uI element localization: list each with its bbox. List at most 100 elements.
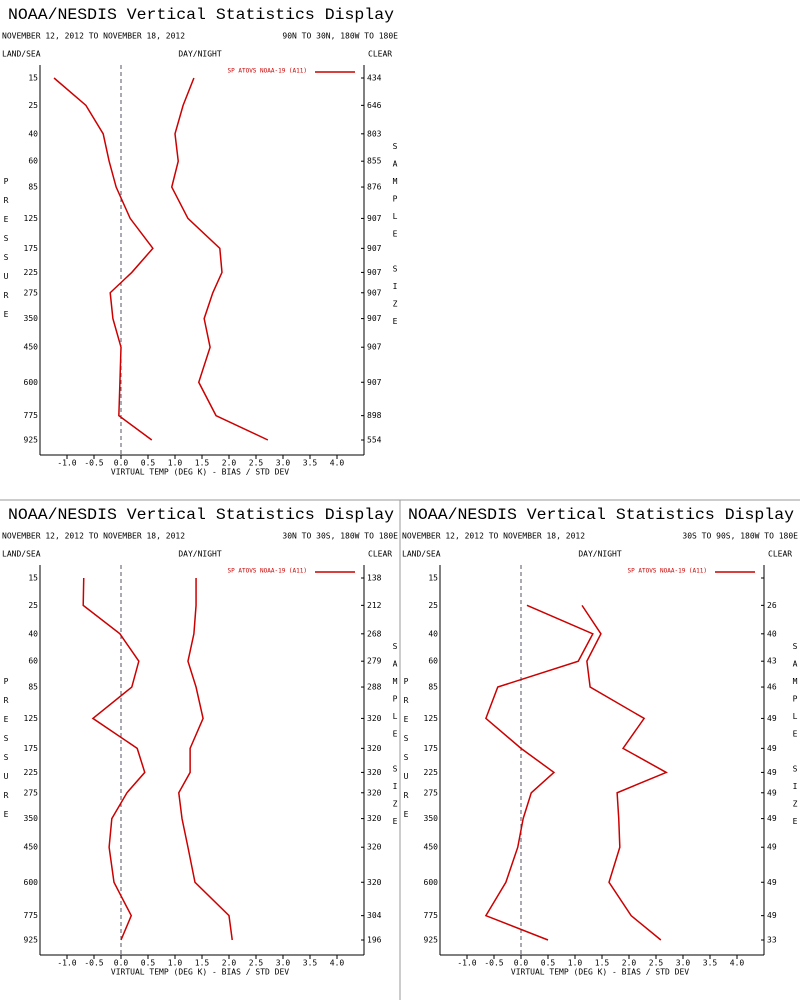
y-tick-label: 925: [424, 936, 439, 945]
sample-size: 49: [767, 878, 777, 887]
x-tick-label: 0.5: [141, 959, 156, 968]
clear: CLEAR: [368, 50, 392, 59]
y-tick-label: 15: [28, 574, 38, 583]
x-tick-label: 2.0: [222, 459, 237, 468]
y-tick-label: 775: [24, 911, 39, 920]
y-tick-label: 775: [24, 411, 39, 420]
sample-size: 304: [367, 911, 382, 920]
y-tick-label: 350: [24, 814, 39, 823]
y-tick-label: 600: [24, 378, 39, 387]
y-tick-label: 225: [24, 268, 39, 277]
y-tick-label: 40: [28, 129, 38, 138]
x-tick-label: 3.0: [276, 959, 291, 968]
x-tick-label: 1.0: [168, 959, 183, 968]
y-axis-label: PRESSURE: [402, 677, 411, 829]
legend-label: SP ATOVS NOAA-19 (A11): [228, 68, 307, 75]
sample-size: 33: [767, 936, 777, 945]
x-tick-label: 3.5: [703, 959, 718, 968]
profile-line: [178, 578, 233, 941]
region: 90N TO 30N, 180W TO 180E: [282, 32, 398, 41]
panel: NOAA/NESDIS Vertical Statistics Display N…: [402, 506, 800, 976]
x-tick-label: -1.0: [457, 959, 476, 968]
sample-size: 49: [767, 768, 777, 777]
x-axis-label: VIRTUAL TEMP (DEG K) - BIAS / STD DEV: [111, 968, 289, 977]
sample-size: 49: [767, 744, 777, 753]
sample-size: 907: [367, 314, 382, 323]
sample-size: 898: [367, 411, 382, 420]
y-tick-label: 125: [24, 214, 39, 223]
y-tick-label: 15: [28, 74, 38, 83]
x-tick-label: 3.0: [676, 959, 691, 968]
x-axis-label: VIRTUAL TEMP (DEG K) - BIAS / STD DEV: [511, 968, 689, 977]
profile-line: [581, 604, 668, 941]
y-tick-label: 925: [24, 436, 39, 445]
x-tick-label: 0.5: [141, 459, 156, 468]
x-tick-label: 0.5: [541, 959, 556, 968]
x-tick-label: 0.0: [114, 459, 129, 468]
y-tick-label: 85: [28, 683, 38, 692]
x-tick-label: 1.0: [568, 959, 583, 968]
y-tick-label: 125: [424, 714, 439, 723]
x-tick-label: 2.0: [222, 959, 237, 968]
x-tick-label: 2.5: [649, 959, 664, 968]
y-tick-label: 350: [24, 314, 39, 323]
panel-title: NOAA/NESDIS Vertical Statistics Display: [8, 506, 394, 524]
sample-size: 279: [367, 657, 382, 666]
x-tick-label: 4.0: [330, 959, 345, 968]
x-tick-label: -0.5: [84, 459, 103, 468]
y2-axis-label: SAMPLE SIZE: [391, 642, 400, 835]
x-tick-label: 1.0: [168, 459, 183, 468]
y-tick-label: 15: [428, 574, 438, 583]
y-tick-label: 60: [28, 657, 38, 666]
y-tick-label: 275: [24, 788, 39, 797]
sample-size: 646: [367, 101, 382, 110]
day-night: DAY/NIGHT: [178, 550, 222, 559]
y-tick-label: 225: [424, 768, 439, 777]
profile-line: [484, 604, 594, 941]
clear: CLEAR: [768, 550, 792, 559]
sample-size: 320: [367, 788, 382, 797]
x-tick-label: 2.5: [249, 459, 264, 468]
sample-size: 907: [367, 343, 382, 352]
sample-size: 876: [367, 183, 382, 192]
y-tick-label: 175: [24, 244, 39, 253]
sample-size: 46: [767, 683, 777, 692]
sample-size: 49: [767, 788, 777, 797]
sample-size: 49: [767, 714, 777, 723]
y2-axis-label: SAMPLE SIZE: [391, 142, 400, 335]
profile-line: [53, 77, 154, 441]
land-sea: LAND/SEA: [2, 50, 41, 59]
sample-size: 49: [767, 843, 777, 852]
sample-size: 320: [367, 814, 382, 823]
x-tick-label: 2.5: [249, 959, 264, 968]
sample-size: 320: [367, 768, 382, 777]
y-tick-label: 25: [28, 601, 38, 610]
x-tick-label: 3.5: [303, 959, 318, 968]
y-axis-label: PRESSURE: [2, 177, 11, 329]
sample-size: 320: [367, 744, 382, 753]
x-tick-label: -0.5: [484, 959, 503, 968]
date-range: NOVEMBER 12, 2012 TO NOVEMBER 18, 2012: [2, 532, 185, 541]
sample-size: 49: [767, 911, 777, 920]
sample-size: 320: [367, 878, 382, 887]
x-tick-label: -0.5: [84, 959, 103, 968]
y-tick-label: 85: [428, 683, 438, 692]
x-tick-label: 1.5: [195, 959, 210, 968]
sample-size: 907: [367, 268, 382, 277]
y-tick-label: 450: [24, 843, 39, 852]
x-tick-label: 3.0: [276, 459, 291, 468]
x-tick-label: -1.0: [57, 459, 76, 468]
x-tick-label: 1.5: [195, 459, 210, 468]
y-tick-label: 25: [28, 101, 38, 110]
y-tick-label: 175: [424, 744, 439, 753]
legend-label: SP ATOVS NOAA-19 (A11): [228, 568, 307, 575]
y-tick-label: 60: [428, 657, 438, 666]
y-tick-label: 450: [424, 843, 439, 852]
day-night: DAY/NIGHT: [178, 50, 222, 59]
x-tick-label: 0.0: [514, 959, 529, 968]
x-tick-label: 4.0: [330, 459, 345, 468]
sample-size: 268: [367, 629, 382, 638]
panel: NOAA/NESDIS Vertical Statistics Display N…: [2, 6, 400, 476]
y-tick-label: 175: [24, 744, 39, 753]
y-tick-label: 450: [24, 343, 39, 352]
